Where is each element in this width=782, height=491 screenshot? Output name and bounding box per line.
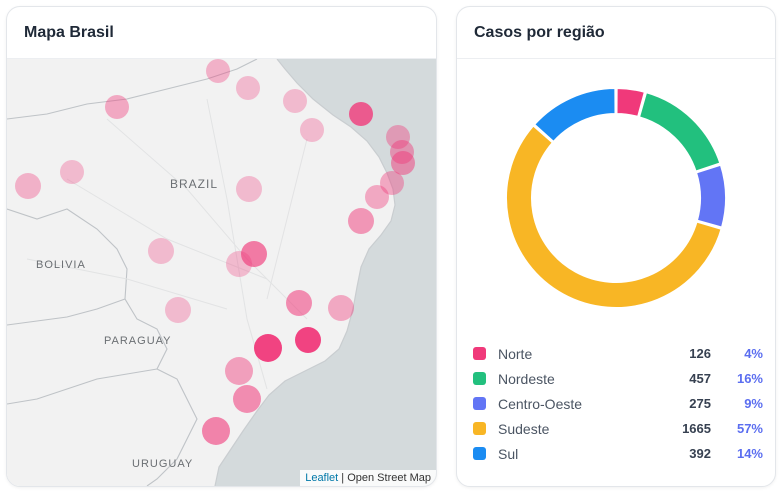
map-marker[interactable] — [328, 295, 354, 321]
donut-slice-nordeste[interactable] — [637, 90, 722, 173]
map-marker[interactable] — [233, 385, 261, 413]
map-marker[interactable] — [365, 185, 389, 209]
map-marker[interactable] — [300, 118, 324, 142]
chart-card: Casos por região Norte 126 4% Nordeste 4… — [456, 6, 776, 487]
donut-slice-centro-oeste[interactable] — [694, 163, 727, 229]
map-marker[interactable] — [236, 176, 262, 202]
legend-item-sul[interactable]: Sul 392 14% — [473, 441, 763, 466]
map-marker[interactable] — [391, 151, 415, 175]
coastline — [214, 59, 396, 486]
legend-value: 275 — [689, 396, 711, 411]
legend-swatch — [473, 422, 486, 435]
map-marker[interactable] — [15, 173, 41, 199]
donut-svg — [505, 86, 727, 309]
label-brazil: BRAZIL — [170, 177, 218, 191]
map-marker[interactable] — [148, 238, 174, 264]
ocean — [215, 59, 436, 486]
map-marker[interactable] — [202, 417, 230, 445]
legend-swatch — [473, 372, 486, 385]
donut-slice-sudeste[interactable] — [505, 124, 723, 309]
map-marker[interactable] — [165, 297, 191, 323]
osm-attribution: Open Street Map — [347, 472, 431, 484]
map-marker[interactable] — [286, 290, 312, 316]
label-bolivia: BOLIVIA — [36, 259, 86, 271]
map-view[interactable]: BRAZIL BOLIVIA PARAGUAY URUGUAY — [7, 59, 436, 486]
legend-name: Norte — [498, 345, 533, 362]
borders — [7, 59, 258, 486]
donut-slice-sul[interactable] — [532, 86, 617, 144]
leaflet-link[interactable]: Leaflet — [305, 472, 339, 484]
map-marker[interactable] — [105, 95, 129, 119]
legend-percent: 57% — [736, 421, 763, 436]
legend-name: Sul — [498, 445, 519, 462]
label-uruguay: URUGUAY — [132, 458, 193, 470]
map-marker[interactable] — [225, 357, 253, 385]
map-marker[interactable] — [241, 241, 267, 267]
legend-item-norte[interactable]: Norte 126 4% — [473, 341, 763, 366]
legend-item-nordeste[interactable]: Nordeste 457 16% — [473, 366, 763, 391]
legend-name: Nordeste — [498, 370, 555, 387]
donut-chart — [504, 86, 728, 310]
legend-name: Sudeste — [498, 420, 550, 437]
map-marker[interactable] — [60, 160, 84, 184]
legend-value: 126 — [689, 346, 711, 361]
chart-legend: Norte 126 4% Nordeste 457 16% Centro-Oes… — [473, 341, 763, 466]
legend-value: 1665 — [682, 421, 711, 436]
legend-item-centro-oeste[interactable]: Centro-Oeste 275 9% — [473, 391, 763, 416]
map-marker[interactable] — [348, 208, 374, 234]
legend-percent: 4% — [744, 346, 763, 361]
map-marker[interactable] — [283, 89, 307, 113]
map-marker[interactable] — [295, 327, 321, 353]
map-svg[interactable]: BRAZIL BOLIVIA PARAGUAY URUGUAY — [7, 59, 436, 486]
legend-percent: 14% — [736, 446, 763, 461]
map-marker[interactable] — [349, 102, 373, 126]
legend-value: 457 — [689, 371, 711, 386]
legend-item-sudeste[interactable]: Sudeste 1665 57% — [473, 416, 763, 441]
legend-swatch — [473, 397, 486, 410]
map-card: Mapa Brasil BRAZIL BOL — [6, 6, 437, 487]
map-marker[interactable] — [236, 76, 260, 100]
map-marker[interactable] — [226, 251, 252, 277]
chart-card-title: Casos por região — [457, 7, 775, 59]
legend-swatch — [473, 347, 486, 360]
map-marker[interactable] — [380, 171, 404, 195]
map-marker[interactable] — [206, 59, 230, 83]
roads — [26, 98, 308, 390]
map-marker[interactable] — [386, 125, 410, 149]
legend-percent: 9% — [744, 396, 763, 411]
legend-name: Centro-Oeste — [498, 395, 583, 412]
legend-value: 392 — [689, 446, 711, 461]
legend-swatch — [473, 447, 486, 460]
map-marker[interactable] — [254, 334, 282, 362]
map-attribution: Leaflet | Open Street Map — [300, 470, 436, 486]
attribution-separator: | — [338, 472, 348, 484]
label-paraguay: PARAGUAY — [104, 335, 172, 347]
legend-percent: 16% — [736, 371, 763, 386]
map-card-title: Mapa Brasil — [7, 7, 436, 59]
donut-slice-norte[interactable] — [615, 86, 647, 119]
